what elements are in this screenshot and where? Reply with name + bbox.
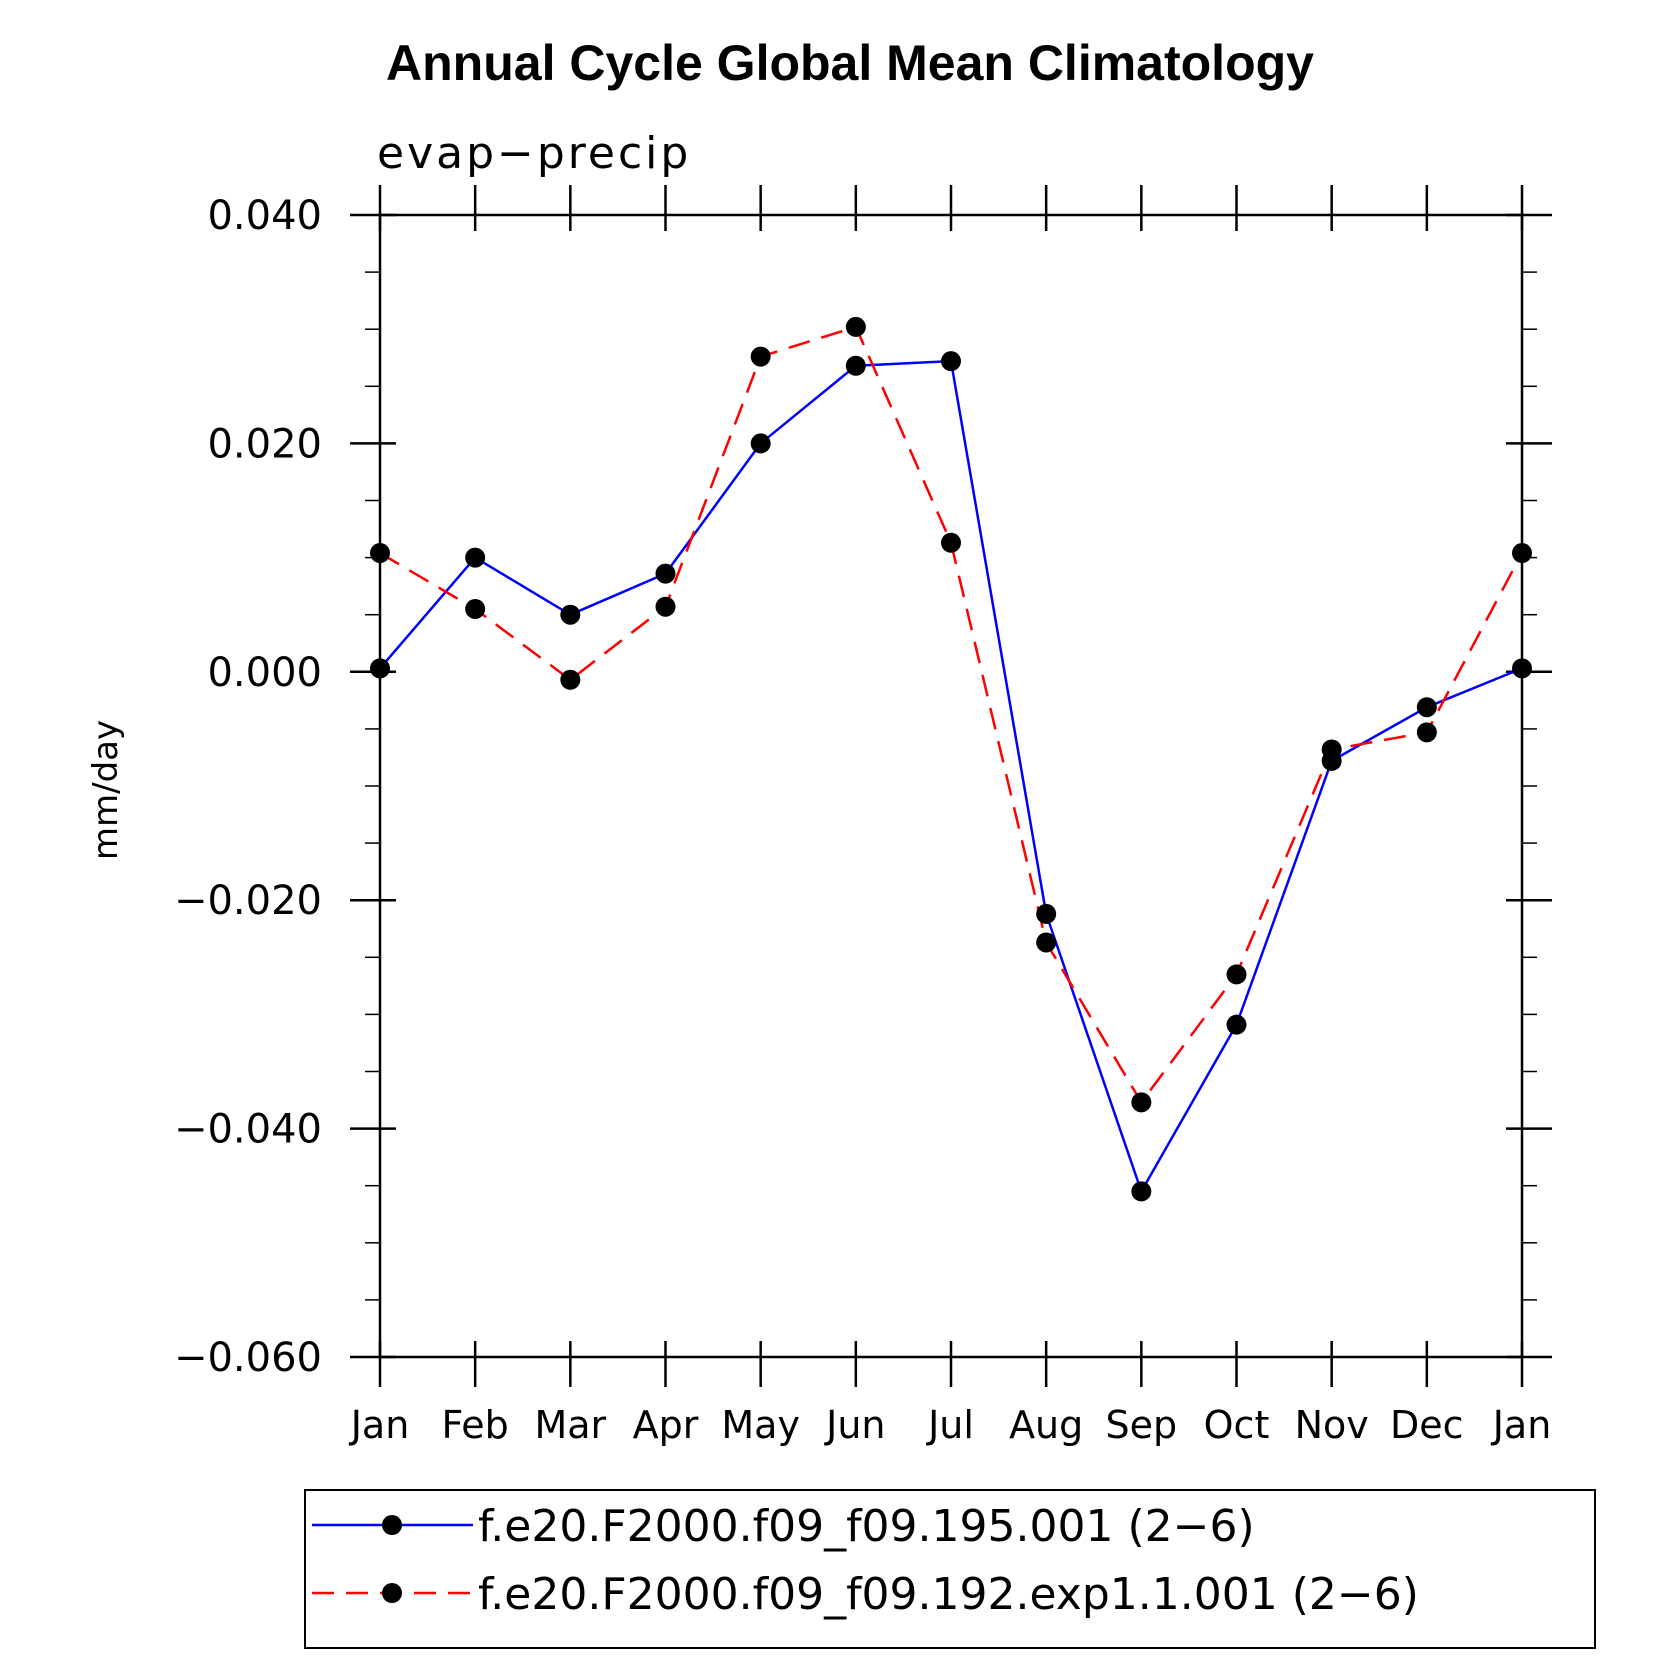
y-tick-label: 0.020 bbox=[207, 421, 322, 467]
x-tick-label: Feb bbox=[442, 1403, 509, 1447]
x-tick-label: Aug bbox=[1009, 1403, 1083, 1447]
data-point-series-1 bbox=[1226, 1014, 1247, 1035]
y-tick-label: −0.020 bbox=[174, 878, 322, 924]
chart-title: Annual Cycle Global Mean Climatology bbox=[386, 35, 1314, 91]
data-point-series-2 bbox=[941, 532, 961, 553]
x-tick-label: Oct bbox=[1204, 1403, 1270, 1447]
x-tick-label: Apr bbox=[633, 1403, 699, 1447]
data-point-series-2 bbox=[750, 346, 771, 367]
x-tick-label: Mar bbox=[534, 1403, 606, 1447]
data-point-series-1 bbox=[465, 547, 486, 568]
data-point-series-2 bbox=[655, 596, 676, 617]
legend-marker-1 bbox=[382, 1515, 402, 1535]
data-point-series-1 bbox=[1036, 903, 1057, 924]
x-tick-label: Nov bbox=[1295, 1403, 1369, 1447]
y-tick-label: −0.040 bbox=[174, 1107, 322, 1153]
chart-subtitle: evap−precip bbox=[377, 128, 691, 179]
x-tick-label: Sep bbox=[1106, 1403, 1178, 1447]
legend-box bbox=[304, 1489, 1596, 1649]
x-tick-label: Jul bbox=[926, 1403, 974, 1447]
legend-entries: f.e20.F2000.f09_f09.195.001 (2−6) f.e20.F… bbox=[312, 1501, 1419, 1620]
data-point-series-1 bbox=[1131, 1181, 1152, 1202]
y-tick-label: 0.040 bbox=[207, 193, 322, 239]
y-tick-label: −0.060 bbox=[174, 1335, 322, 1381]
data-point-series-1 bbox=[1416, 697, 1437, 718]
legend-label-2: f.e20.F2000.f09_f09.192.exp1.1.001 (2−6) bbox=[478, 1569, 1419, 1620]
y-axis-label: mm/day bbox=[86, 720, 126, 860]
data-point-series-2 bbox=[845, 316, 866, 337]
data-point-series-2 bbox=[1036, 932, 1057, 953]
data-point-series-1 bbox=[845, 355, 866, 376]
data-point-series-1 bbox=[750, 433, 771, 454]
series-lines bbox=[379, 325, 1524, 1193]
data-point-series-1 bbox=[941, 351, 961, 372]
x-tick-label: Dec bbox=[1390, 1403, 1464, 1447]
data-point-series-1 bbox=[655, 563, 676, 584]
data-point-series-2 bbox=[1131, 1092, 1152, 1113]
data-point-series-2 bbox=[1321, 739, 1342, 760]
series-line-1 bbox=[379, 359, 1523, 1193]
series-line-2 bbox=[379, 325, 1524, 1104]
data-point-series-2 bbox=[1416, 722, 1437, 743]
data-point-series-2 bbox=[465, 598, 486, 619]
x-tick-label: Jan bbox=[1491, 1403, 1552, 1447]
legend-label-1: f.e20.F2000.f09_f09.195.001 (2−6) bbox=[478, 1501, 1255, 1552]
data-point-series-2 bbox=[1226, 964, 1247, 985]
x-tick-labels: Jan Feb Mar Apr May Jun Jul Aug Sep Oct Nov Dec Jan bbox=[349, 1403, 1552, 1447]
x-tick-label: Jun bbox=[824, 1403, 885, 1447]
data-point-series-1 bbox=[560, 604, 581, 625]
y-tick-labels: 0.040 0.020 0.000 −0.020 −0.040 −0.060 bbox=[174, 193, 322, 1381]
series-markers bbox=[370, 316, 1532, 1202]
legend-marker-2 bbox=[382, 1583, 402, 1603]
x-tick-label: Jan bbox=[349, 1403, 410, 1447]
plot-frame bbox=[378, 213, 1524, 1359]
y-tick-label: 0.000 bbox=[207, 650, 322, 696]
x-tick-label: May bbox=[721, 1403, 800, 1447]
legend: f.e20.F2000.f09_f09.195.001 (2−6) f.e20.F… bbox=[304, 1489, 1596, 1649]
data-point-series-2 bbox=[560, 669, 581, 690]
